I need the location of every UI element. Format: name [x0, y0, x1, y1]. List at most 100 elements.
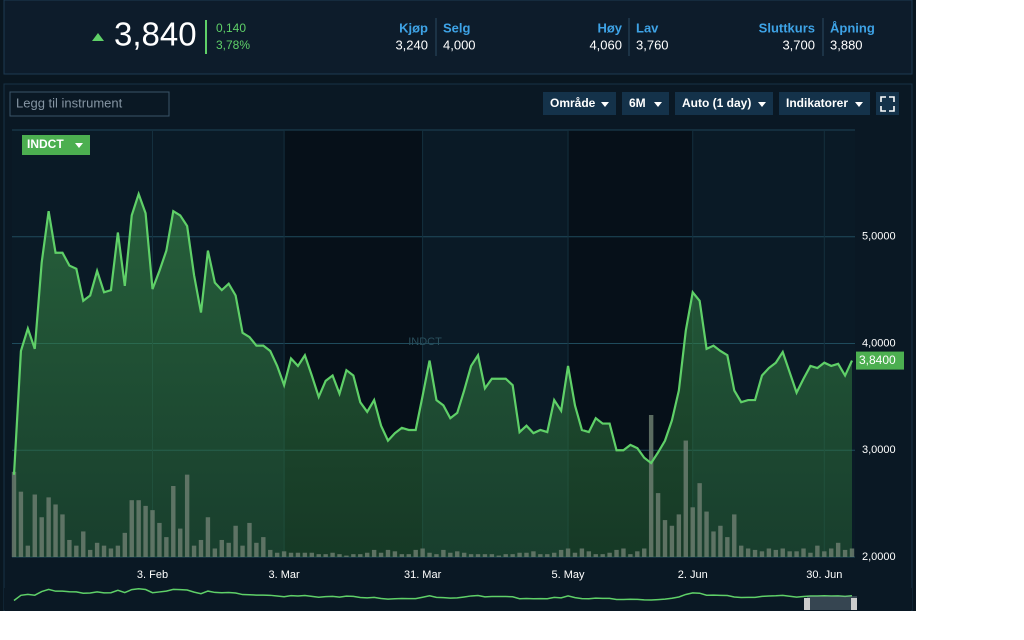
volume-bar: [212, 548, 218, 557]
volume-bar: [11, 471, 17, 557]
volume-bar: [455, 551, 460, 557]
volume-bar: [371, 549, 377, 557]
volume-bar: [565, 548, 571, 557]
legend-box[interactable]: [22, 135, 90, 155]
quote-value: 3,700: [782, 37, 815, 52]
volume-bar: [628, 554, 633, 557]
volume-bar: [32, 494, 37, 557]
volume-bar: [302, 552, 308, 557]
volume-bar: [399, 554, 405, 557]
volume-bar: [164, 537, 169, 557]
toolbar-button[interactable]: [675, 92, 773, 115]
volume-bar: [558, 549, 564, 557]
volume-bar: [136, 500, 141, 557]
volume-bar: [108, 548, 114, 557]
quote-value: 4,000: [443, 37, 476, 52]
volume-bar: [745, 548, 751, 557]
volume-bar: [538, 554, 543, 557]
search-placeholder: Legg til instrument: [16, 95, 123, 110]
volume-bar: [74, 545, 79, 557]
volume-bar: [25, 545, 31, 557]
volume-bar: [441, 549, 446, 557]
volume-bar: [101, 545, 107, 557]
change-percent: 3,78%: [216, 38, 250, 52]
volume-bar: [344, 555, 349, 557]
dropdown-caret: [758, 102, 766, 107]
button-label: Auto (1 day): [682, 96, 751, 110]
quotes: Kjøp 3,240 Selg 4,000 Høy 4,060 Lav 3,760 Sluttk…: [395, 18, 875, 56]
volume-bar: [551, 552, 557, 557]
volume-bar: [842, 549, 848, 557]
legend-label: INDCT: [27, 137, 64, 151]
volume-bar: [545, 554, 550, 557]
volume-bar: [586, 551, 592, 557]
volume-bar: [642, 548, 647, 557]
volume-bar: [143, 505, 148, 557]
toolbar: Område 6M Auto (1 day) Indikatorer: [543, 92, 870, 115]
fullscreen-button[interactable]: [876, 92, 899, 115]
volume-bar: [503, 554, 508, 557]
volume-bar: [517, 552, 522, 557]
volume-bar: [655, 493, 661, 557]
x-tick-label: 3. Feb: [137, 569, 168, 581]
volume-bar: [718, 525, 723, 557]
price-line: [12, 190, 853, 475]
volume-bar: [704, 511, 709, 557]
volume-bar: [337, 554, 342, 557]
volume-bar: [240, 545, 245, 557]
volume-bar: [316, 554, 321, 557]
volume-bar: [725, 537, 730, 557]
last-price: 3,840: [114, 16, 197, 53]
volume-bar: [81, 531, 86, 557]
volume-bar: [365, 552, 370, 557]
volume-bar: [115, 545, 121, 557]
current-value-box: [856, 351, 904, 370]
quote-value: 4,060: [589, 37, 622, 52]
navigator-handle[interactable]: [851, 598, 857, 610]
volume-bar: [378, 552, 384, 557]
volume-bar: [683, 440, 688, 557]
quote-label: Selg: [443, 20, 471, 35]
volume-bar: [129, 500, 134, 557]
change: 0,140: [216, 21, 246, 35]
volume-bar: [780, 548, 785, 557]
volume-bar: [309, 552, 315, 557]
toolbar-button[interactable]: [779, 92, 870, 115]
volume-bar: [219, 539, 224, 557]
volume-bar: [330, 552, 335, 557]
search-input[interactable]: [9, 91, 170, 117]
navigator-handle[interactable]: [804, 598, 810, 610]
volume-bar: [226, 542, 231, 557]
volume-bar: [53, 504, 58, 557]
volume-bar: [87, 549, 93, 557]
volume-bar: [732, 514, 737, 557]
volume-bar: [489, 554, 495, 557]
volume-bar: [448, 552, 453, 557]
volume-bar: [766, 548, 772, 557]
toolbar-button[interactable]: [543, 92, 616, 115]
volume-bar: [46, 497, 51, 557]
toolbar-button[interactable]: [622, 92, 669, 115]
volume-bar: [178, 528, 183, 557]
navigator-window[interactable]: [807, 596, 857, 610]
quote-value: 3,240: [395, 37, 428, 52]
quote-label: Åpning: [830, 20, 875, 35]
volume-bar: [288, 552, 294, 557]
volume-bar: [635, 551, 640, 557]
volume-bar: [669, 525, 675, 557]
up-arrow: [92, 33, 104, 41]
volume-bar: [829, 548, 834, 557]
volume-bar: [621, 548, 626, 557]
x-tick-label: 3. Mar: [269, 569, 301, 581]
volume-bar: [759, 551, 765, 557]
volume-bar: [524, 552, 529, 557]
volume-bar: [385, 549, 391, 557]
volume-bar: [406, 554, 411, 557]
volume-bar: [358, 554, 363, 557]
y-tick-label: 5,0000: [862, 231, 896, 243]
volume-bar: [150, 510, 155, 557]
volume-bar: [808, 552, 813, 557]
volume-bar: [351, 554, 356, 557]
volume-bar: [496, 555, 501, 557]
volume-bar: [461, 552, 467, 557]
